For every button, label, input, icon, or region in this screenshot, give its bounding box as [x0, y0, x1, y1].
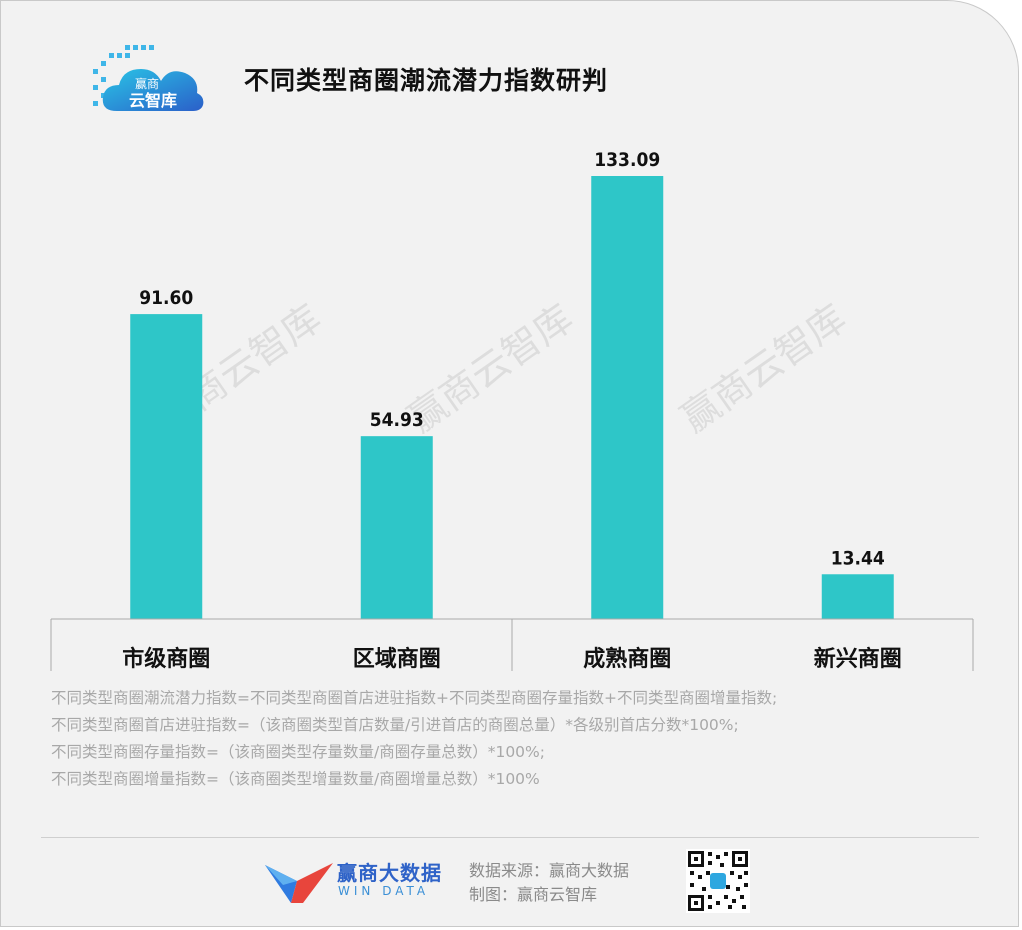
value-label: 13.44 — [831, 547, 885, 569]
chart-maker: 制图：赢商云智库 — [469, 885, 598, 904]
note-line: 不同类型商圈增量指数=（该商圈类型增量数量/商圈增量总数）*100% — [51, 770, 540, 788]
value-label: 54.93 — [370, 409, 424, 431]
formula-notes: 不同类型商圈潮流潜力指数=不同类型商圈首店进驻指数+不同类型商圈存量指数+不同类… — [51, 685, 777, 793]
logo-text-bottom: 云智库 — [129, 91, 177, 110]
watermark-text: 赢商云智库 — [400, 296, 581, 441]
brand-subtitle: WIN DATA — [338, 884, 430, 898]
value-labels: 91.60 54.93 133.09 13.44 — [139, 149, 885, 569]
watermark-text: 赢商云智库 — [673, 296, 854, 441]
win-data-logo-icon — [265, 863, 333, 903]
cloud-logo-icon: 赢商 云智库 — [93, 45, 204, 111]
value-label: 133.09 — [594, 149, 660, 171]
note-line: 不同类型商圈存量指数=（该商圈类型存量数量/商圈存量总数）*100%; — [51, 743, 545, 761]
x-tick-label: 新兴商圈 — [814, 646, 902, 672]
x-tick-label: 市级商圈 — [122, 646, 210, 672]
note-line: 不同类型商圈首店进驻指数=（该商圈类型首店数量/引进首店的商圈总量）*各级别首店… — [51, 716, 739, 734]
bar-chart: 赢商云智库 赢商云智库 赢商云智库 91.60 54.93 133.09 13.44 市级… — [50, 149, 974, 672]
watermark-layer: 赢商云智库 赢商云智库 赢商云智库 — [148, 296, 854, 441]
brand-name: 赢商大数据 — [337, 861, 442, 885]
data-source: 数据来源：赢商大数据 — [469, 861, 630, 880]
bar — [130, 314, 203, 619]
logo-text-top: 赢商 — [135, 76, 159, 91]
note-line: 不同类型商圈潮流潜力指数=不同类型商圈首店进驻指数+不同类型商圈存量指数+不同类… — [51, 689, 778, 707]
bar-series — [130, 176, 894, 619]
bar — [360, 436, 433, 619]
x-tick-label: 区域商圈 — [353, 646, 441, 672]
footer-divider — [41, 837, 979, 838]
bar — [591, 176, 664, 619]
bar — [821, 574, 894, 619]
page-title: 不同类型商圈潮流潜力指数研判 — [244, 66, 609, 95]
x-axis: 市级商圈 区域商圈 成熟商圈 新兴商圈 — [50, 618, 974, 672]
value-label: 91.60 — [139, 287, 193, 309]
x-tick-label: 成熟商圈 — [583, 646, 671, 672]
source-block: 数据来源：赢商大数据 制图：赢商云智库 — [469, 859, 629, 907]
qr-code-icon[interactable] — [686, 849, 750, 913]
